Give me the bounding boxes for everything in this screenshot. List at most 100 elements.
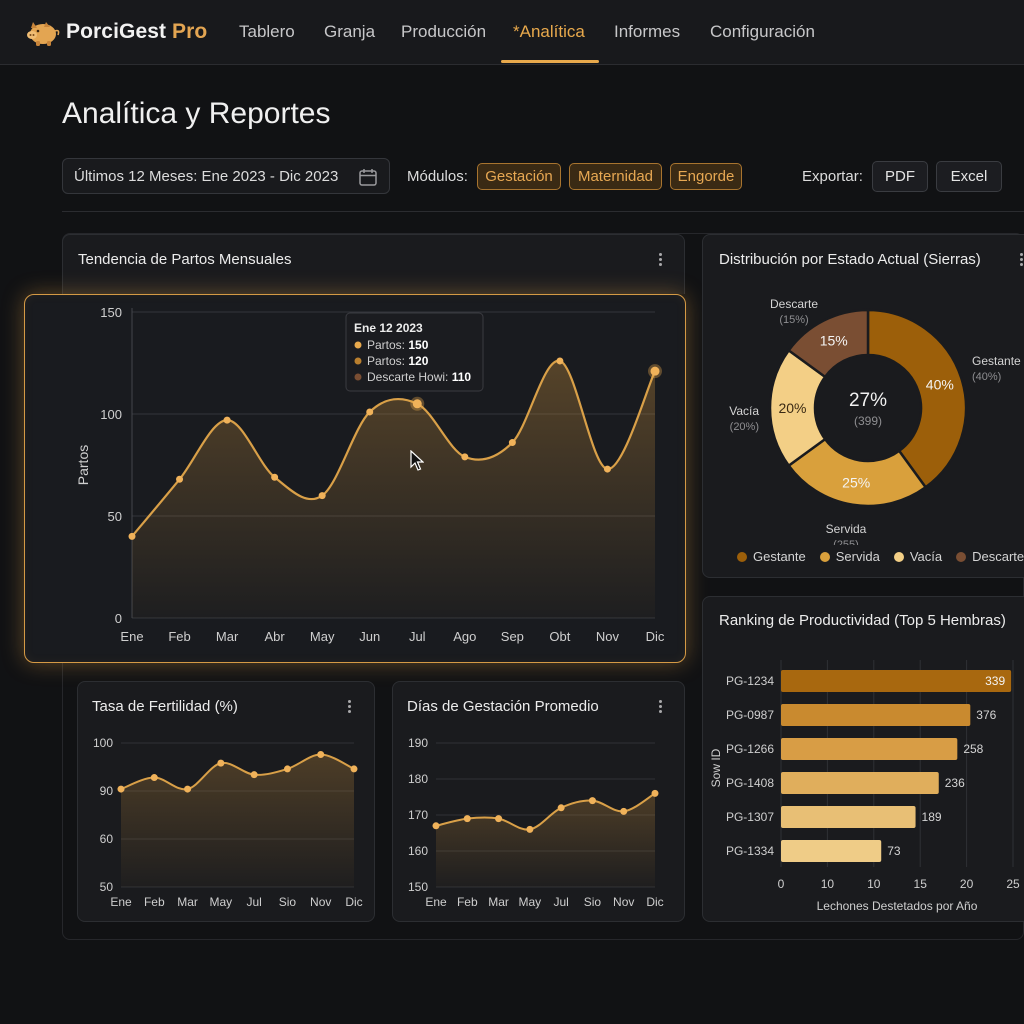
y-tick-label: PG-1408 [726,776,774,790]
app-logo[interactable]: PorciGest Pro [24,16,207,48]
data-point [508,439,516,447]
x-tick-label: Jul [553,895,568,909]
slice-sub-label: (15%) [779,314,808,326]
data-point [283,765,291,773]
data-point [556,357,564,365]
kebab-menu-icon[interactable] [1015,252,1024,268]
nav-informes[interactable]: Informes [614,22,681,41]
page-title: Analítica y Reportes [62,97,331,130]
chart-tooltip: Ene 12 2023 Partos: 150 Partos: 120 Descart… [345,312,484,392]
export-excel-button[interactable]: Excel [936,161,1002,192]
estado-donut-chart[interactable]: 40% Gestante (40%) 25% Servida (255) 20% Vacía (… [702,280,1024,545]
legend-item-gestante: Gestante [737,549,806,564]
data-point [150,774,158,782]
partos-trend-chart[interactable]: 0 50 100 150 Partos Ene Feb Mar Abr May Jun Jul Ago S… [24,294,686,663]
ranking-bar-chart[interactable]: 0 10 10 15 20 25 Lechones Destetados por Año So… [702,640,1024,920]
legend-item-vacia: Vacía [893,549,942,564]
nav-configuracion[interactable]: Configuración [710,22,815,41]
estado-legend: Gestante Servida Vacía Descarte [737,549,1024,564]
bar-data-label: 73 [887,844,901,858]
slice-percent-label: 40% [926,377,954,393]
y-tick-label: 50 [108,509,122,524]
y-tick-label: PG-0987 [726,708,774,722]
date-range-picker[interactable]: Últimos 12 Meses: Ene 2023 - Dic 2023 [62,158,390,194]
y-tick-label: PG-1334 [726,844,774,858]
y-tick-label: 0 [115,611,122,626]
app-name: PorciGest [66,20,167,43]
series-area [121,754,354,887]
y-tick-label: PG-1234 [726,674,774,688]
tooltip-row-value: 150 [408,338,428,352]
partos-card-title: Tendencia de Partos Mensuales [78,251,292,268]
export-pdf-button[interactable]: PDF [872,161,928,192]
data-point [557,804,565,812]
ranking-bar [781,670,1012,692]
x-tick-label: Nov [596,629,620,644]
x-tick-label: Jul [246,895,261,909]
slice-percent-label: 25% [842,475,870,491]
nav-analitica[interactable]: *Analítica [513,22,585,41]
x-tick-label: 10 [821,877,835,891]
tooltip-row-label: Descarte Howi: 110 [367,370,471,384]
kebab-menu-icon[interactable] [343,699,355,715]
data-point [317,751,325,759]
slice-sub-label: (255) [833,539,859,545]
date-range-value: Últimos 12 Meses: Ene 2023 - Dic 2023 [74,167,339,185]
x-tick-label: Obt [549,629,570,644]
data-point [412,399,422,409]
slice-name-label: Descarte [770,297,818,311]
data-point [250,771,258,779]
estado-card [702,234,1024,578]
nav-produccion[interactable]: Producción [401,22,487,41]
x-tick-label: Ago [453,629,476,644]
module-chip-gestacion[interactable]: Gestación [477,163,561,190]
x-tick-label: Dic [345,895,362,909]
y-tick-label: 90 [100,784,114,798]
y-tick-label: 150 [100,305,122,320]
tooltip-series-dot [354,341,362,349]
nav-granja[interactable]: Granja [324,22,376,41]
y-tick-label: 150 [408,880,428,894]
bar-data-label: 189 [922,810,942,824]
export-label: Exportar: [802,168,863,185]
x-axis-label: Lechones Destetados por Año [817,899,978,913]
x-tick-label: Mar [177,895,198,909]
app-badge: Pro [172,20,208,43]
ranking-bar [781,806,916,828]
x-tick-label: May [210,895,233,909]
x-tick-label: Jul [409,629,426,644]
x-tick-label: Sep [501,629,524,644]
donut-center-sub: (399) [854,414,882,428]
fertilidad-card-title: Tasa de Fertilidad (%) [92,698,238,715]
tooltip-series-dot [354,373,362,381]
estado-card-title: Distribución por Estado Actual (Sierras) [719,251,981,268]
series-area [436,793,655,887]
nav-tablero[interactable]: Tablero [239,22,295,41]
donut-slice-descarte [786,308,870,379]
legend-item-descarte: Descarte [956,549,1024,564]
legend-label: Gestante [753,549,806,564]
data-point [128,532,136,540]
legend-item-servida: Servida [819,549,880,564]
tooltip-series-dot [354,357,362,365]
slice-percent-label: 20% [778,400,806,416]
y-axis-label: Sow ID [709,748,723,787]
top-navigation-bar: PorciGest Pro Tablero Granja Producción … [0,0,1024,65]
slice-sub-label: (40%) [972,371,1001,383]
kebab-menu-icon[interactable] [654,699,666,715]
y-axis-label: Partos [75,445,91,485]
ranking-bar [781,772,939,794]
x-tick-label: Mar [488,895,509,909]
x-tick-label: Dic [646,629,665,644]
tooltip-row-value: 110 [452,370,472,384]
tooltip-row-label: Partos: 120 [367,354,429,368]
kebab-menu-icon[interactable] [654,252,666,268]
module-chip-engorde[interactable]: Engorde [670,163,742,190]
module-chip-maternidad[interactable]: Maternidad [569,163,662,190]
data-point [588,797,596,805]
data-point [650,366,660,376]
tooltip-row-value: 120 [408,354,428,368]
partos-card [62,234,685,294]
